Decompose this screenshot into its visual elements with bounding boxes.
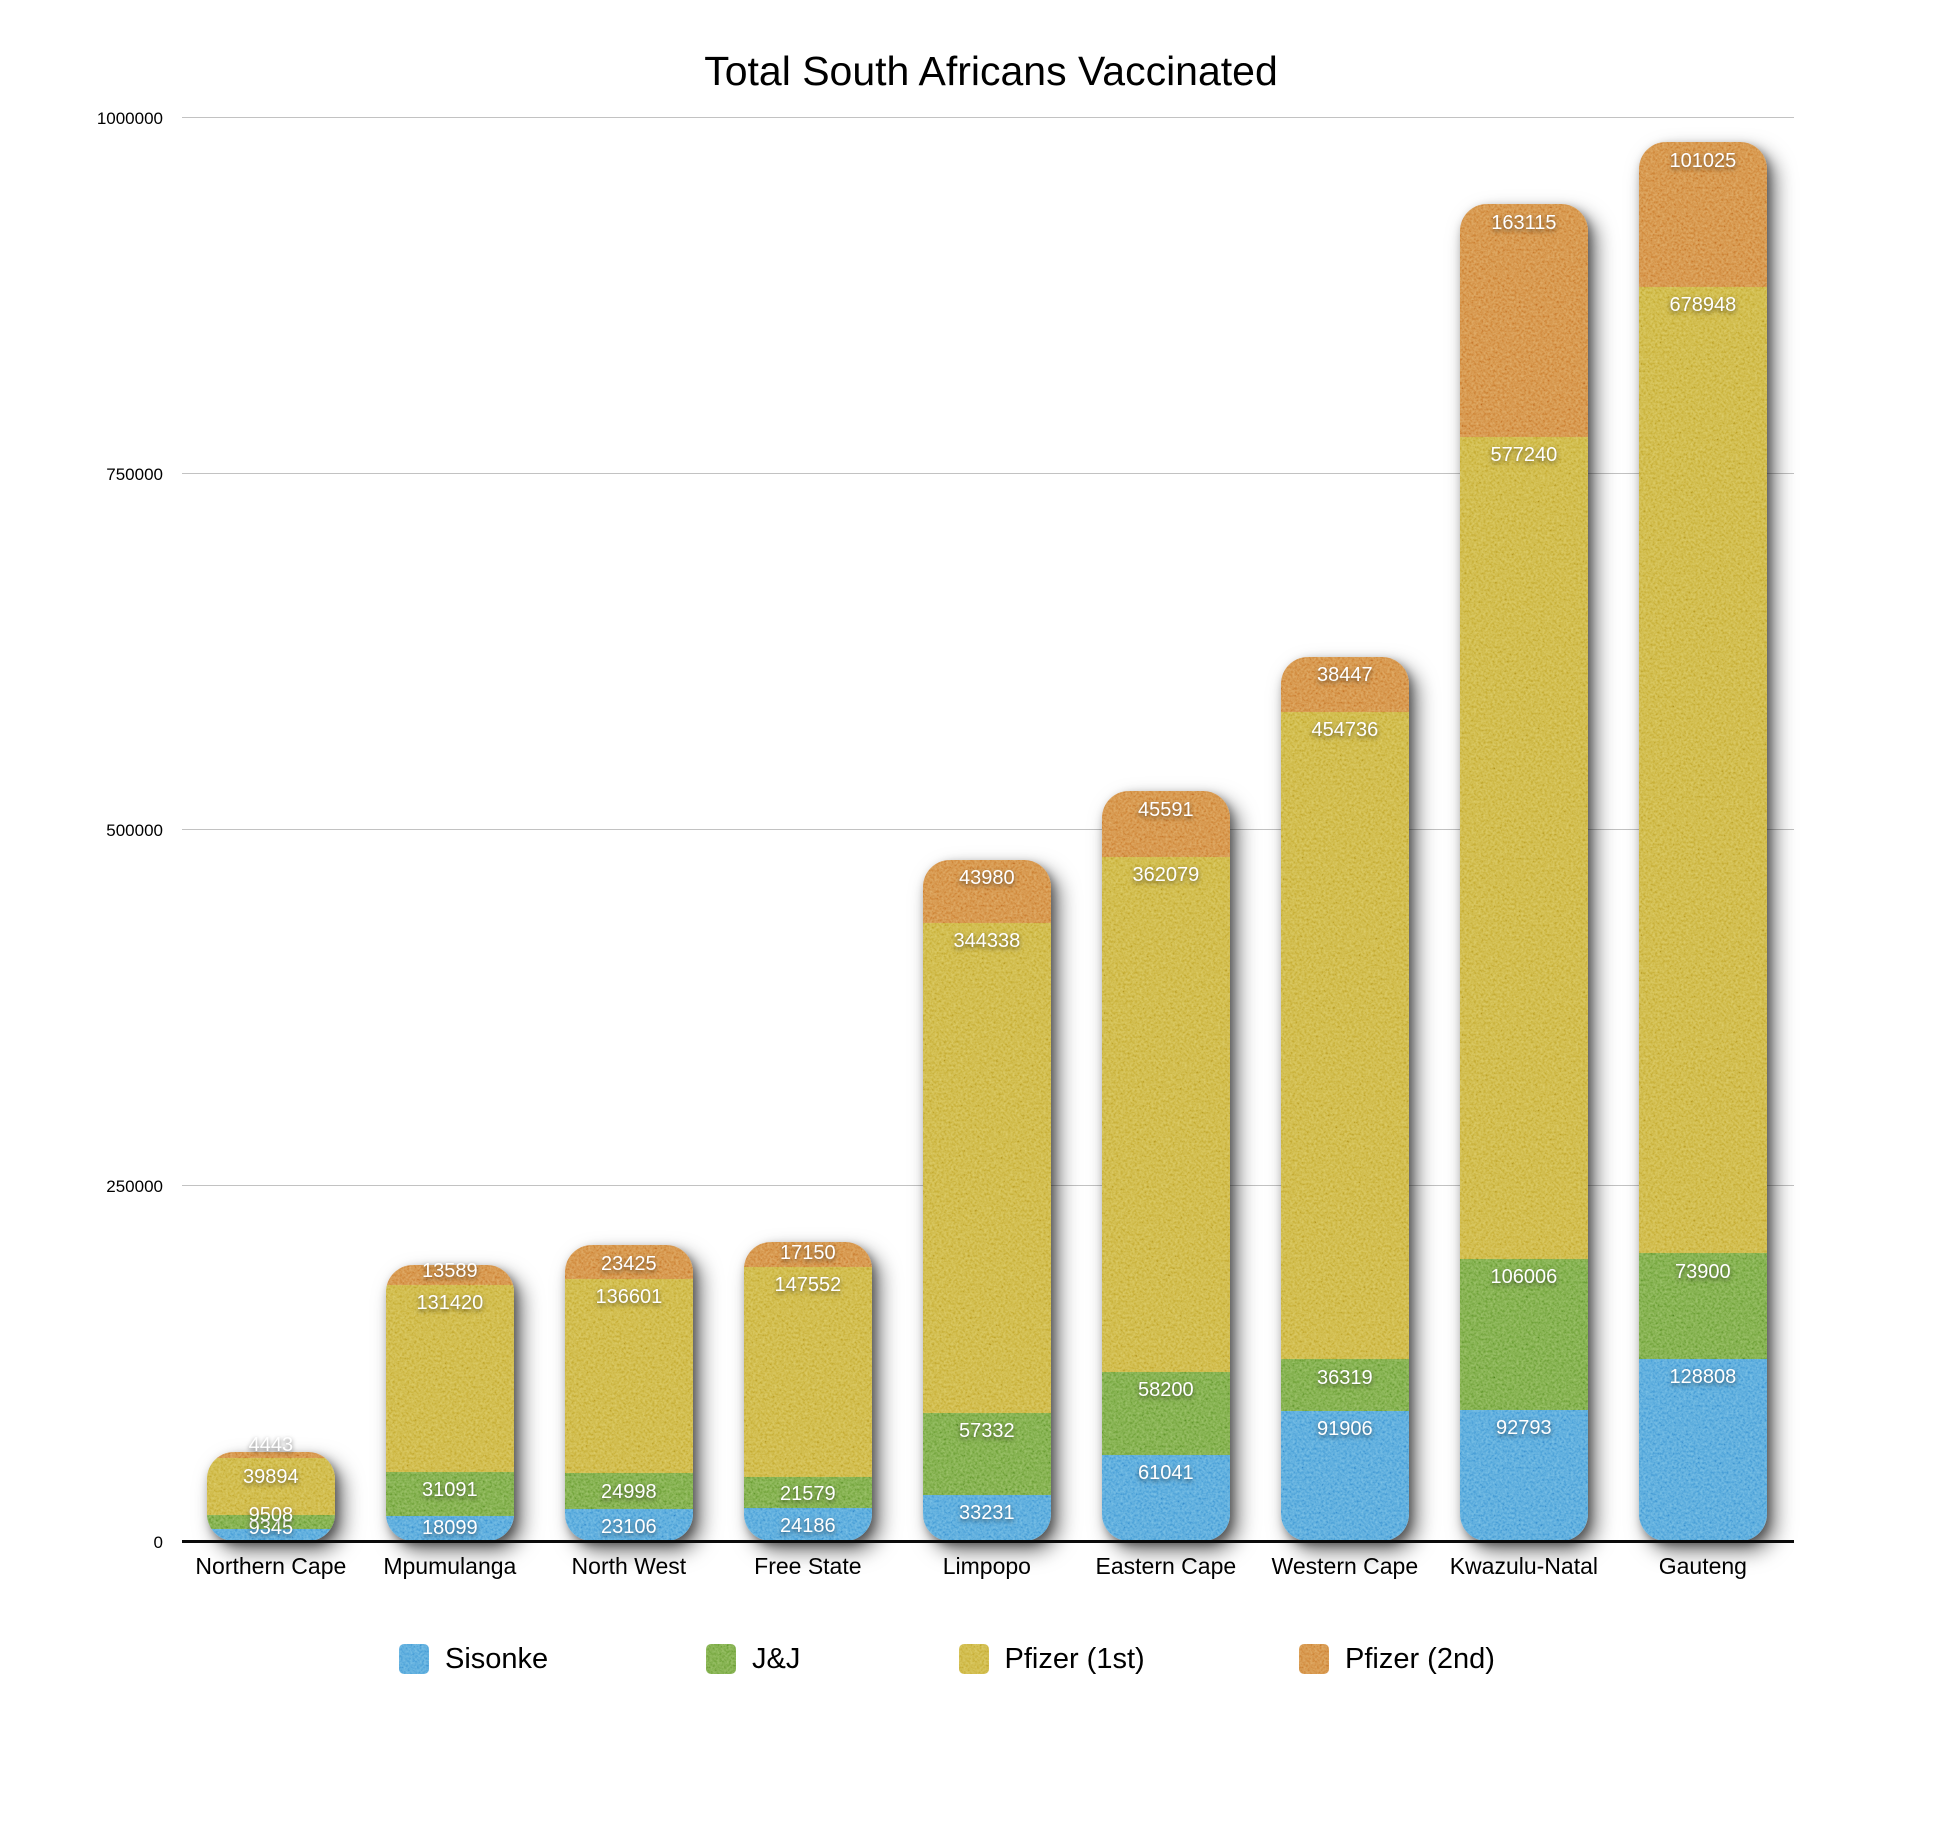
grain-texture <box>399 1643 429 1674</box>
value-label: 131420 <box>416 1292 484 1314</box>
value-label: 58200 <box>1138 1379 1194 1402</box>
legend-swatch-sisonke <box>399 1643 429 1674</box>
value-label: 136601 <box>595 1286 663 1309</box>
legend-label-pfizer-1st-: Pfizer (1st) <box>1004 1643 1145 1676</box>
segment-pfizer-1st- <box>1280 710 1410 1360</box>
value-label: 17150 <box>780 1241 836 1264</box>
value-label: 45591 <box>1138 798 1194 821</box>
value-label: 31091 <box>422 1479 478 1502</box>
y-tick-label-1000000: 1000000 <box>96 109 163 128</box>
value-label: 577240 <box>1490 444 1558 467</box>
value-label: 18099 <box>422 1517 478 1540</box>
value-label: 101025 <box>1669 149 1737 172</box>
value-label: 24998 <box>601 1480 657 1503</box>
value-label: 21579 <box>780 1482 836 1505</box>
x-axis-line <box>181 1540 1794 1543</box>
value-label: 128808 <box>1669 1365 1737 1388</box>
legend-swatch-pfizer-1st- <box>958 1643 989 1674</box>
chart-title: Total South Africans Vaccinated <box>704 47 1278 94</box>
grain-texture <box>958 1643 989 1674</box>
value-label: 43980 <box>959 867 1015 890</box>
value-label: 36319 <box>1317 1366 1373 1389</box>
value-label: 23425 <box>601 1252 657 1275</box>
segment-pfizer-2nd- <box>1459 204 1589 437</box>
x-axis-label-eastern-cape: Eastern Cape <box>1095 1552 1237 1579</box>
gridline-500000 <box>181 828 1794 831</box>
value-label: 91906 <box>1317 1418 1373 1441</box>
legend-swatch-j-j <box>706 1643 736 1674</box>
y-tick-label-750000: 750000 <box>106 465 163 484</box>
segment-pfizer-1st- <box>922 921 1052 1414</box>
legend-label-j-j: J&J <box>752 1643 801 1676</box>
y-tick-label-0: 0 <box>153 1533 163 1552</box>
x-axis-label-free-state: Free State <box>754 1552 862 1579</box>
grain-texture <box>1299 1643 1329 1674</box>
value-label: 92793 <box>1496 1417 1552 1440</box>
bar-gauteng <box>1638 142 1768 1542</box>
y-tick-label-500000: 500000 <box>106 821 163 840</box>
segment-pfizer-1st- <box>1638 285 1768 1254</box>
value-label: 163115 <box>1491 211 1557 234</box>
bar-western-cape <box>1280 656 1410 1542</box>
value-label: 24186 <box>780 1514 836 1537</box>
value-label: 4443 <box>248 1433 294 1456</box>
value-label: 23106 <box>601 1516 657 1539</box>
x-axis-label-mpumulanga: Mpumulanga <box>383 1552 517 1579</box>
x-axis-label-western-cape: Western Cape <box>1271 1552 1419 1579</box>
value-label: 362079 <box>1132 863 1200 886</box>
value-label: 106006 <box>1490 1266 1558 1289</box>
legend-label-sisonke: Sisonke <box>445 1643 549 1676</box>
bar-kwazulu-natal <box>1459 204 1589 1542</box>
value-label: 33231 <box>959 1501 1015 1524</box>
value-label: 61041 <box>1138 1462 1194 1485</box>
value-label: 39894 <box>243 1465 299 1488</box>
x-axis-label-gauteng: Gauteng <box>1658 1552 1747 1579</box>
x-axis-label-limpopo: Limpopo <box>942 1552 1031 1579</box>
gridline-1000000 <box>181 116 1794 119</box>
segment-pfizer-1st- <box>1459 435 1589 1259</box>
y-tick-label-250000: 250000 <box>106 1177 163 1196</box>
value-label: 678948 <box>1669 293 1737 316</box>
x-axis-label-kwazulu-natal: Kwazulu-Natal <box>1449 1552 1598 1579</box>
segment-pfizer-1st- <box>1101 855 1231 1373</box>
value-label: 57332 <box>959 1420 1015 1443</box>
legend-swatch-pfizer-2nd- <box>1299 1643 1329 1674</box>
value-label: 454736 <box>1311 719 1379 742</box>
value-label: 344338 <box>953 929 1021 952</box>
value-label: 73900 <box>1675 1260 1731 1283</box>
value-label: 9508 <box>248 1503 294 1526</box>
value-label: 9345 <box>248 1517 294 1540</box>
bar-eastern-cape <box>1101 791 1231 1542</box>
value-label: 38447 <box>1317 664 1373 687</box>
x-axis-label-northern-cape: Northern Cape <box>195 1552 347 1579</box>
x-axis-label-north-west: North West <box>571 1552 687 1579</box>
value-label: 147552 <box>774 1273 842 1296</box>
gridline-750000 <box>181 472 1794 475</box>
segment-pfizer-1st- <box>743 1265 873 1477</box>
legend-label-pfizer-2nd-: Pfizer (2nd) <box>1345 1643 1495 1676</box>
grain-texture <box>706 1643 736 1674</box>
value-label: 13589 <box>422 1260 478 1282</box>
